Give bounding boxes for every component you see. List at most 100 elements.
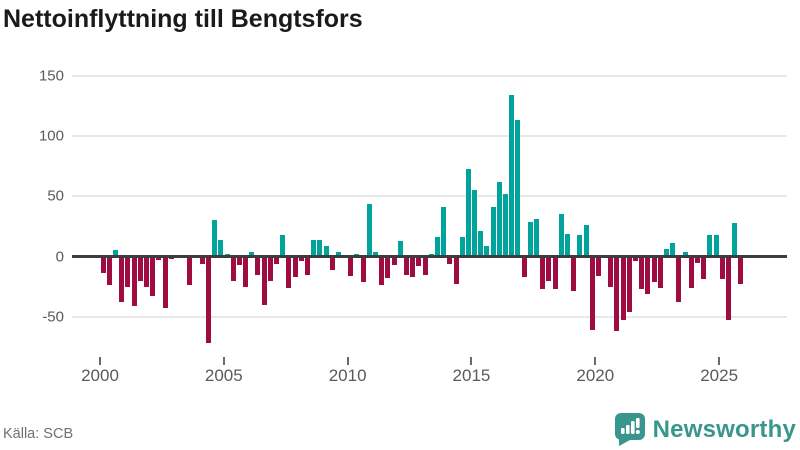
bar <box>366 203 372 257</box>
bar <box>106 256 112 286</box>
bar <box>527 221 533 257</box>
bar <box>218 239 224 257</box>
bar <box>212 220 218 257</box>
bar <box>286 256 292 288</box>
bar <box>478 231 484 257</box>
zero-axis-line <box>72 255 787 258</box>
bar <box>509 95 515 257</box>
bar <box>738 256 744 285</box>
bar <box>113 250 119 257</box>
bar <box>645 256 651 294</box>
y-axis-tick-label: 150 <box>38 67 64 85</box>
bar <box>404 256 409 275</box>
bar <box>255 256 261 275</box>
bar <box>335 251 341 257</box>
bar <box>261 256 267 305</box>
bar <box>131 256 137 306</box>
bar <box>503 193 509 257</box>
y-axis-tick-label: 0 <box>55 248 64 265</box>
bar <box>434 237 440 257</box>
x-axis-tick <box>718 357 721 365</box>
x-axis-tick <box>470 357 473 365</box>
bar <box>620 256 626 321</box>
gridline <box>72 135 787 138</box>
bar <box>521 256 527 277</box>
bar <box>583 225 589 257</box>
x-axis-tick <box>346 357 349 365</box>
gridline <box>72 74 787 77</box>
bar <box>639 256 645 289</box>
bar <box>205 256 211 344</box>
bar <box>137 256 143 281</box>
bar <box>701 256 707 280</box>
bar <box>657 256 663 288</box>
bar <box>663 249 669 257</box>
gridline <box>72 315 787 318</box>
bar <box>564 233 570 257</box>
bar <box>311 239 317 257</box>
bar <box>317 239 323 257</box>
gridline <box>72 195 787 198</box>
bar <box>373 251 379 257</box>
x-axis-tick-label: 2015 <box>452 366 491 385</box>
y-axis-tick-label: 50 <box>47 187 64 205</box>
bar <box>589 256 595 330</box>
x-axis-tick <box>99 357 101 365</box>
bar <box>230 256 236 281</box>
bar <box>416 256 422 267</box>
bar <box>707 234 713 257</box>
bar <box>267 256 273 281</box>
bar <box>608 256 614 287</box>
bar <box>162 256 168 309</box>
newsworthy-wordmark: Newsworthy <box>652 415 796 443</box>
bar <box>391 256 397 265</box>
bar <box>515 120 521 257</box>
bar <box>633 256 639 262</box>
bar <box>156 256 162 261</box>
bar <box>379 256 385 286</box>
bar <box>243 256 249 287</box>
bar <box>571 256 577 292</box>
x-axis-tick-label: 2010 <box>328 366 367 385</box>
bar <box>713 234 719 257</box>
bar <box>144 256 150 287</box>
bar <box>490 207 496 257</box>
bar <box>422 256 428 275</box>
bar <box>447 256 453 264</box>
bar <box>274 256 280 264</box>
bar <box>410 256 416 277</box>
bar <box>552 256 558 289</box>
bar <box>304 256 310 275</box>
bar <box>348 256 354 276</box>
bar <box>614 256 620 332</box>
bar <box>496 181 502 257</box>
bar <box>670 243 676 257</box>
bar <box>546 256 552 281</box>
x-axis-tick-label: 2000 <box>81 366 119 385</box>
bar <box>453 256 459 285</box>
bar <box>125 256 131 287</box>
bar <box>280 234 286 257</box>
x-axis-tick <box>594 357 597 365</box>
bar <box>626 256 632 312</box>
bar <box>732 222 738 257</box>
bar <box>119 256 125 303</box>
bar <box>540 256 546 289</box>
bar <box>150 256 156 297</box>
bar <box>397 240 403 257</box>
x-axis-tick-label: 2005 <box>204 366 243 385</box>
newsworthy-logo[interactable]: Newsworthy <box>613 412 796 447</box>
bar <box>682 251 688 257</box>
bar <box>484 245 490 257</box>
bar <box>385 256 391 279</box>
bar <box>719 256 725 280</box>
bar <box>323 245 329 257</box>
y-axis-tick-label: 100 <box>38 127 64 145</box>
newsworthy-bubble-chart-icon <box>613 412 646 447</box>
bar <box>441 207 447 257</box>
bar <box>725 256 731 321</box>
bar <box>100 256 106 274</box>
bar <box>694 256 700 263</box>
bar <box>292 256 298 277</box>
x-axis-tick-label: 2020 <box>576 366 615 385</box>
